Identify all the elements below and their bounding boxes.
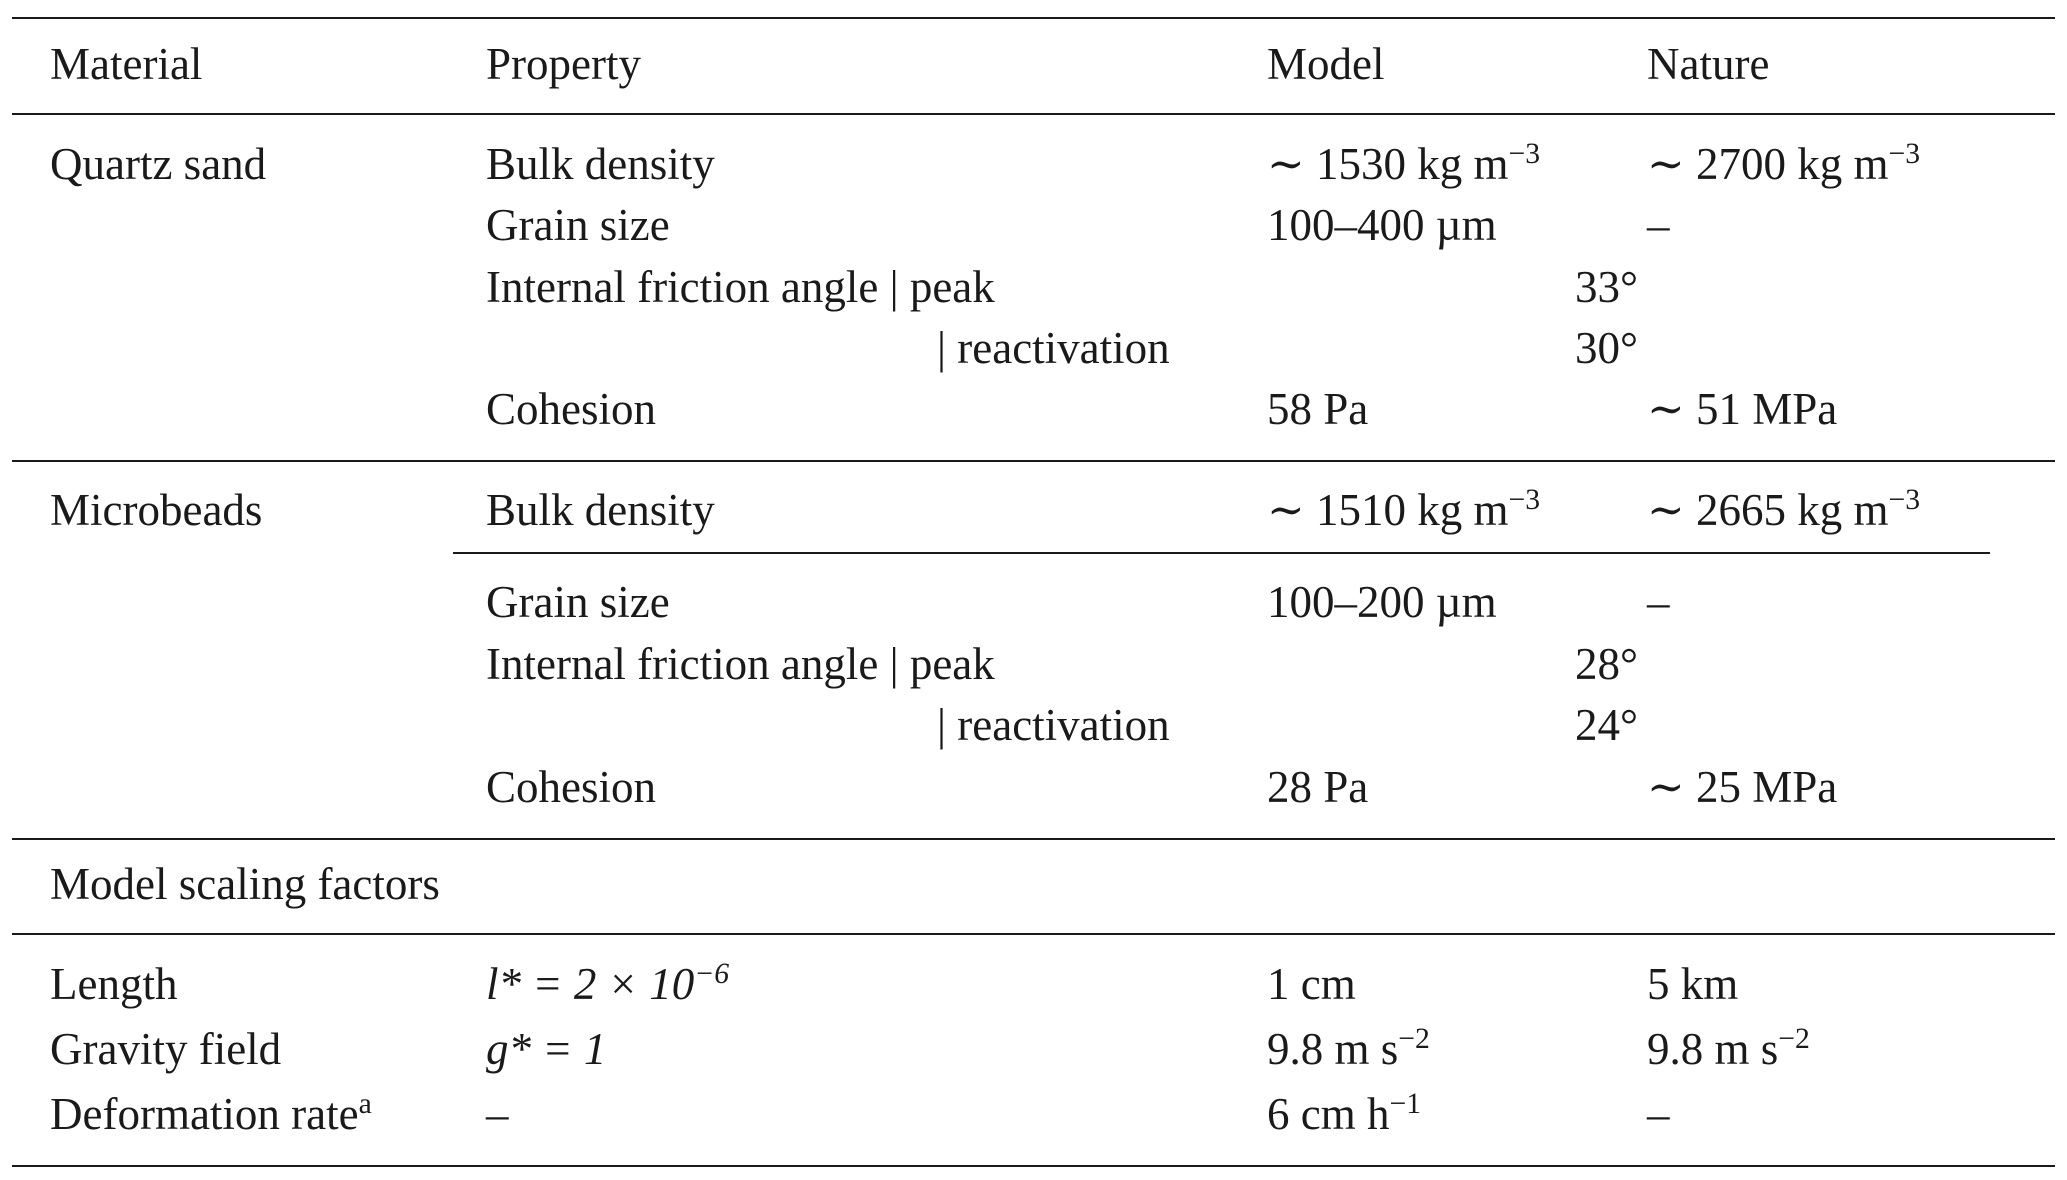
microbeads-bulk-density-nature: ∼ 2665 kg m−3 — [1647, 483, 1921, 535]
scaling-length-label: Length — [50, 959, 178, 1009]
scaling-deformation-factor: – — [486, 1089, 509, 1139]
microbeads-bulk-density-model: ∼ 1510 kg m−3 — [1267, 483, 1541, 535]
table-top-rule — [12, 17, 2055, 19]
scaling-deformation-label: Deformation ratea — [50, 1087, 372, 1139]
quartz-cohesion-label: Cohesion — [486, 384, 657, 434]
header-model: Model — [1267, 39, 1385, 89]
microbeads-grain-size-label: Grain size — [486, 577, 670, 627]
scaling-deformation-model: 6 cm h−1 — [1267, 1087, 1422, 1139]
quartz-bulk-density-label: Bulk density — [486, 139, 715, 189]
scaling-deformation-nature: – — [1647, 1089, 1670, 1139]
quartz-bottom-rule — [12, 460, 2055, 462]
microbeads-friction-peak-label: Internal friction angle | peak — [486, 639, 995, 689]
scaling-gravity-label: Gravity field — [50, 1024, 282, 1074]
microbeads-grain-size-model: 100–200 µm — [1267, 577, 1497, 627]
header-property: Property — [486, 39, 641, 89]
microbeads-grain-size-nature: – — [1647, 577, 1670, 627]
header-nature: Nature — [1647, 39, 1770, 89]
microbeads-cohesion-label: Cohesion — [486, 762, 657, 812]
microbeads-friction-peak-value: 28° — [1575, 639, 1638, 689]
scaling-title-rule — [12, 933, 2055, 935]
header-material: Material — [50, 39, 203, 89]
scaling-title: Model scaling factors — [50, 859, 440, 909]
table-bottom-rule — [12, 1165, 2055, 1167]
scaling-length-nature: 5 km — [1647, 959, 1739, 1009]
quartz-friction-react-value: 30° — [1575, 323, 1638, 373]
microbeads-bulk-density-label: Bulk density — [486, 485, 715, 535]
quartz-bulk-density-model: ∼ 1530 kg m−3 — [1267, 137, 1541, 189]
quartz-friction-react-label: | reactivation — [937, 323, 1170, 373]
scaling-length-factor: l* = 2 × 10−6 — [486, 957, 730, 1009]
microbeads-cohesion-model: 28 Pa — [1267, 762, 1369, 812]
microbeads-cohesion-nature: ∼ 25 MPa — [1647, 762, 1838, 812]
header-bottom-rule — [12, 113, 2055, 115]
scaling-gravity-model: 9.8 m s−2 — [1267, 1022, 1430, 1074]
quartz-cohesion-nature: ∼ 51 MPa — [1647, 384, 1838, 434]
microbeads-bottom-rule — [12, 838, 2055, 840]
quartz-grain-size-nature: – — [1647, 200, 1670, 250]
quartz-material: Quartz sand — [50, 139, 267, 189]
quartz-cohesion-model: 58 Pa — [1267, 384, 1369, 434]
microbeads-friction-react-label: | reactivation — [937, 700, 1170, 750]
quartz-friction-peak-value: 33° — [1575, 262, 1638, 312]
quartz-bulk-density-nature: ∼ 2700 kg m−3 — [1647, 137, 1921, 189]
scaling-gravity-nature: 9.8 m s−2 — [1647, 1022, 1810, 1074]
microbeads-material: Microbeads — [50, 485, 263, 535]
quartz-grain-size-model: 100–400 µm — [1267, 200, 1497, 250]
microbeads-partial-rule — [453, 552, 1990, 554]
quartz-friction-peak-label: Internal friction angle | peak — [486, 262, 995, 312]
scaling-gravity-factor: g* = 1 — [486, 1024, 607, 1074]
scaling-length-model: 1 cm — [1267, 959, 1356, 1009]
quartz-grain-size-label: Grain size — [486, 200, 670, 250]
microbeads-friction-react-value: 24° — [1575, 700, 1638, 750]
